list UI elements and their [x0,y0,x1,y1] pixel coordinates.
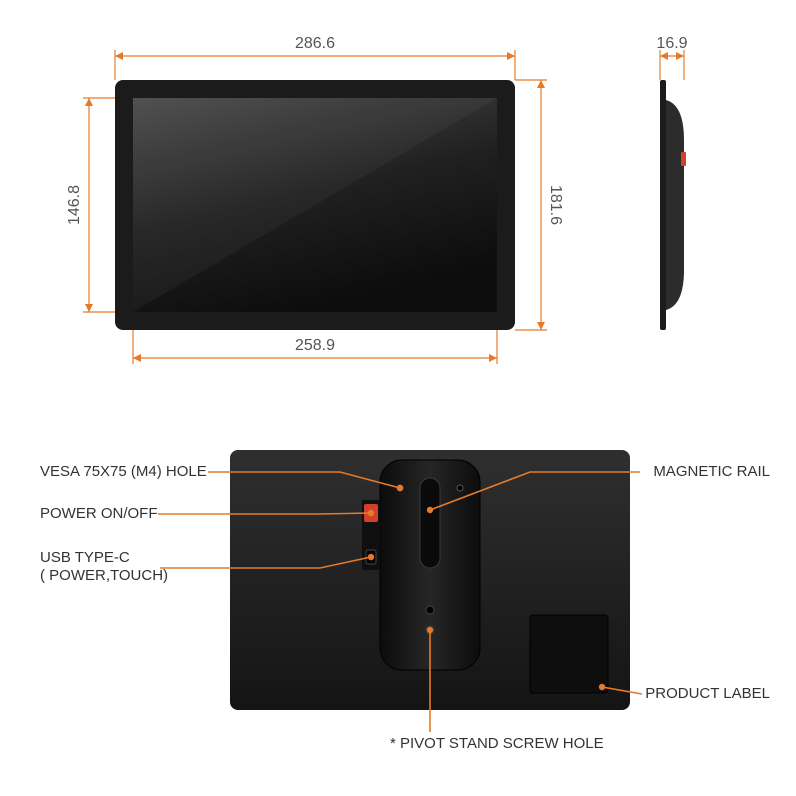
svg-text:146.8: 146.8 [66,185,83,225]
callout-usbc: ( POWER,TOUCH) [40,567,168,584]
callout-magnetic-rail: MAGNETIC RAIL [653,463,770,480]
product-label-area [530,615,608,693]
side-view [660,80,686,330]
svg-text:286.6: 286.6 [295,35,335,52]
callout-usbc: USB TYPE-C [40,549,130,566]
callout-product-label: PRODUCT LABEL [645,685,770,702]
front-view [115,80,515,330]
callout-power: POWER ON/OFF [40,505,158,522]
svg-text:16.9: 16.9 [656,35,687,52]
svg-text:258.9: 258.9 [295,337,335,354]
svg-text:181.6: 181.6 [547,185,564,225]
callout-footnote: * PIVOT STAND SCREW HOLE [390,735,604,752]
callout-vesa: VESA 75X75 (M4) HOLE [40,463,207,480]
